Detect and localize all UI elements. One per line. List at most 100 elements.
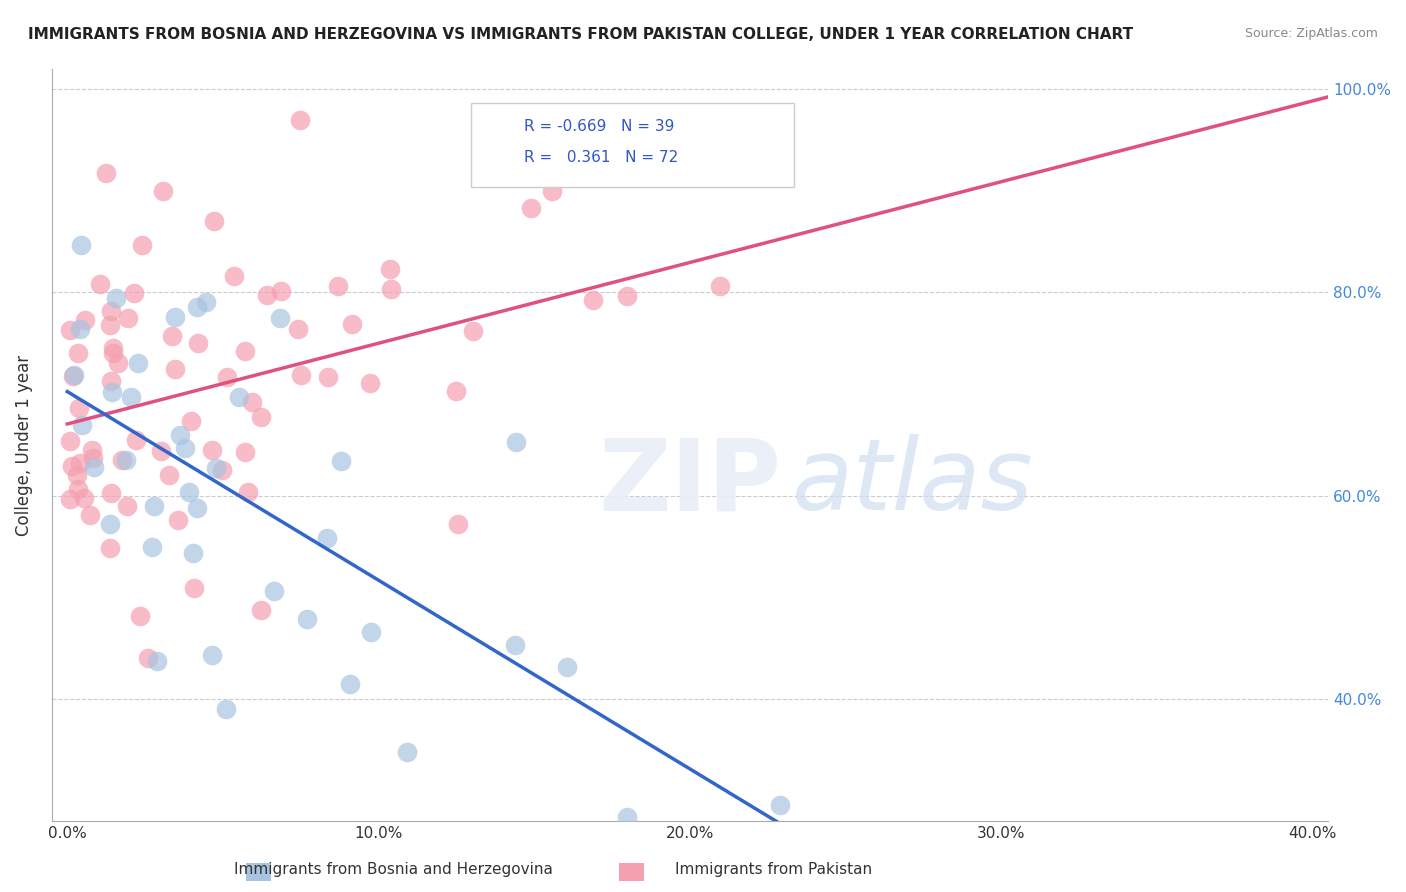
Point [59, 323, 82, 337]
Point [177, 485, 200, 500]
Point [180, 414, 202, 428]
Point [101, 341, 124, 355]
Point [169, 427, 191, 442]
Point [111, 453, 134, 467]
Point [359, 376, 381, 390]
Point [709, 279, 731, 293]
Point [297, 612, 319, 626]
Point [520, 201, 543, 215]
Point [581, 293, 603, 307]
Point [69, 322, 91, 336]
Point [98, 516, 121, 531]
Point [174, 441, 197, 455]
Point [114, 453, 136, 467]
Point [165, 310, 187, 324]
Point [215, 370, 238, 384]
Point [555, 660, 578, 674]
Point [62, 368, 84, 383]
Point [141, 541, 163, 555]
Point [541, 184, 564, 198]
Point [222, 268, 245, 283]
Point [59, 492, 82, 507]
Point [101, 385, 124, 400]
Point [59, 434, 82, 448]
Point [316, 369, 339, 384]
Point [360, 625, 382, 640]
Point [250, 602, 273, 616]
Text: R =   0.361   N = 72: R = 0.361 N = 72 [524, 151, 679, 165]
Point [162, 328, 184, 343]
Point [201, 443, 224, 458]
Point [256, 287, 278, 301]
Point [72, 491, 94, 506]
Point [444, 384, 467, 398]
Point [167, 513, 190, 527]
Point [187, 336, 209, 351]
Point [233, 344, 256, 359]
Point [60, 459, 83, 474]
Point [183, 546, 205, 560]
Point [103, 346, 125, 360]
Point [194, 295, 217, 310]
Point [66, 467, 89, 482]
Text: Source: ZipAtlas.com: Source: ZipAtlas.com [1244, 27, 1378, 40]
Point [136, 651, 159, 665]
Point [270, 284, 292, 298]
Text: ZIP: ZIP [599, 434, 782, 531]
Point [342, 318, 364, 332]
Point [100, 375, 122, 389]
Point [70, 238, 93, 252]
Point [79, 508, 101, 522]
Point [73, 313, 96, 327]
Point [127, 356, 149, 370]
Point [396, 745, 419, 759]
Point [83, 460, 105, 475]
Point [228, 391, 250, 405]
Point [201, 648, 224, 662]
Point [769, 797, 792, 812]
Text: IMMIGRANTS FROM BOSNIA AND HERZEGOVINA VS IMMIGRANTS FROM PAKISTAN COLLEGE, UNDE: IMMIGRANTS FROM BOSNIA AND HERZEGOVINA V… [28, 27, 1133, 42]
Point [315, 531, 337, 545]
Point [115, 499, 138, 513]
Point [233, 444, 256, 458]
Point [287, 322, 309, 336]
Point [236, 485, 259, 500]
Point [288, 112, 311, 127]
Point [505, 435, 527, 450]
Point [62, 368, 84, 382]
Point [616, 288, 638, 302]
Text: atlas: atlas [792, 434, 1033, 531]
Point [186, 500, 208, 515]
Y-axis label: College, Under 1 year: College, Under 1 year [15, 354, 32, 535]
Point [146, 654, 169, 668]
Point [329, 453, 352, 467]
Point [326, 279, 349, 293]
Point [107, 356, 129, 370]
Point [129, 608, 152, 623]
Point [152, 184, 174, 198]
Point [503, 639, 526, 653]
Point [67, 401, 90, 416]
Point [290, 368, 312, 383]
Point [80, 442, 103, 457]
Point [100, 486, 122, 500]
Text: Immigrants from Bosnia and Herzegovina: Immigrants from Bosnia and Herzegovina [235, 863, 553, 877]
Point [269, 311, 291, 326]
Point [125, 434, 148, 448]
Point [461, 324, 484, 338]
Point [100, 303, 122, 318]
Point [117, 310, 139, 325]
Point [215, 702, 238, 716]
Point [211, 462, 233, 476]
Point [131, 237, 153, 252]
Point [69, 457, 91, 471]
Point [242, 394, 264, 409]
Point [66, 345, 89, 359]
Text: R = -0.669   N = 39: R = -0.669 N = 39 [524, 120, 675, 134]
Point [143, 500, 166, 514]
Point [447, 516, 470, 531]
Point [183, 581, 205, 595]
Point [157, 468, 180, 483]
Point [98, 541, 121, 555]
Point [205, 461, 228, 475]
